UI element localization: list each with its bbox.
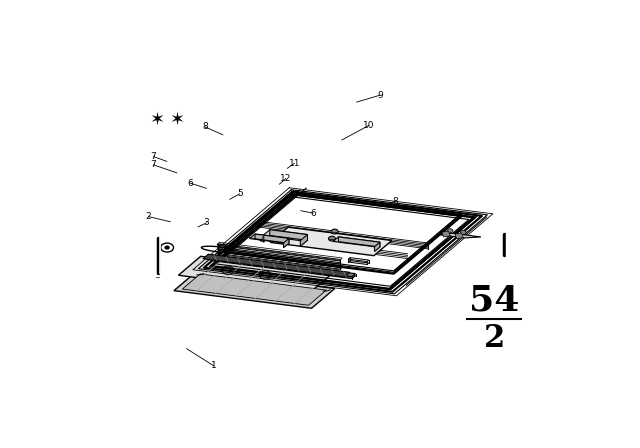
Polygon shape xyxy=(339,237,380,247)
Polygon shape xyxy=(211,255,356,277)
Polygon shape xyxy=(284,238,289,248)
Text: 10: 10 xyxy=(363,121,374,130)
Polygon shape xyxy=(250,234,289,243)
Polygon shape xyxy=(436,233,481,238)
Text: 12: 12 xyxy=(280,174,292,183)
Circle shape xyxy=(331,229,338,234)
Text: 54: 54 xyxy=(469,284,519,317)
Text: 2: 2 xyxy=(484,323,505,354)
Text: 8: 8 xyxy=(392,197,398,206)
Bar xyxy=(455,233,463,239)
Text: ✶: ✶ xyxy=(169,110,184,128)
Text: 8: 8 xyxy=(202,122,208,131)
Text: 6: 6 xyxy=(310,209,316,218)
Polygon shape xyxy=(374,242,380,252)
Polygon shape xyxy=(348,258,369,262)
Polygon shape xyxy=(203,254,349,277)
Text: 7: 7 xyxy=(150,160,156,169)
Polygon shape xyxy=(262,230,307,241)
Polygon shape xyxy=(255,234,289,243)
Text: 6: 6 xyxy=(188,179,193,188)
Circle shape xyxy=(165,246,169,249)
Circle shape xyxy=(328,236,335,241)
Text: 9: 9 xyxy=(377,90,383,99)
Text: ✶: ✶ xyxy=(149,110,164,128)
Bar xyxy=(442,231,451,237)
Text: 4: 4 xyxy=(260,236,266,245)
Text: 11: 11 xyxy=(289,159,300,168)
Text: 3: 3 xyxy=(204,218,209,227)
Text: 2: 2 xyxy=(146,212,151,221)
Polygon shape xyxy=(348,261,369,264)
Polygon shape xyxy=(211,258,356,279)
Polygon shape xyxy=(270,230,307,240)
Polygon shape xyxy=(270,227,392,256)
Polygon shape xyxy=(333,237,380,247)
Circle shape xyxy=(460,230,466,234)
Polygon shape xyxy=(179,256,333,292)
Text: 5: 5 xyxy=(237,190,243,198)
Polygon shape xyxy=(182,274,326,305)
Circle shape xyxy=(447,228,453,233)
Polygon shape xyxy=(300,235,307,246)
Text: 7: 7 xyxy=(150,152,156,161)
Text: 1: 1 xyxy=(211,362,217,370)
Polygon shape xyxy=(174,271,335,308)
